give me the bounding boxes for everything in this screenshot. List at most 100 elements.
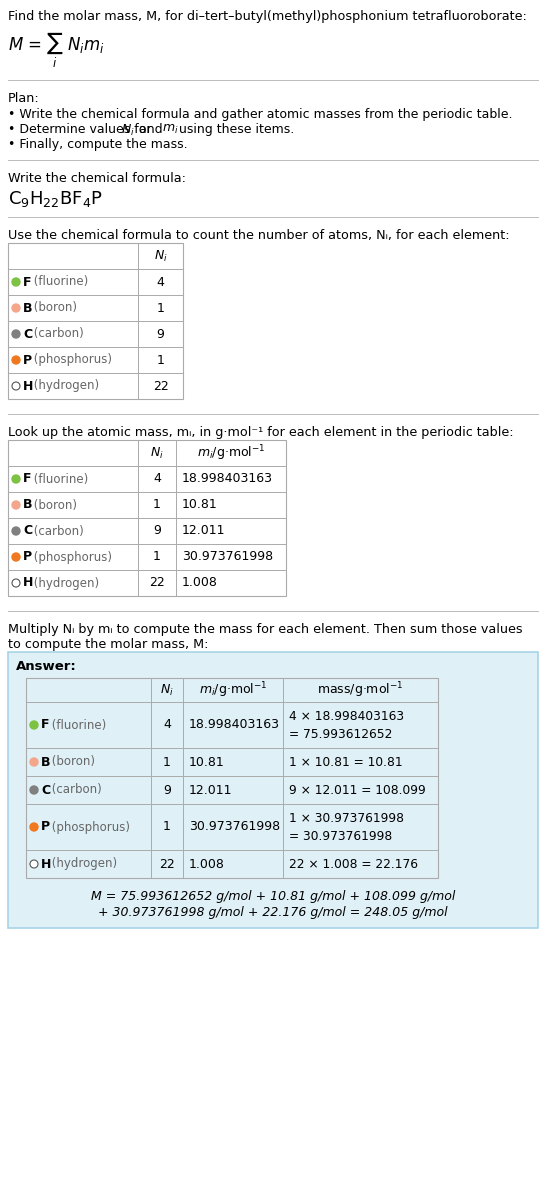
Bar: [8, 652, 538, 928]
Text: P: P: [41, 820, 50, 833]
Circle shape: [30, 758, 38, 766]
Text: 9: 9: [153, 525, 161, 538]
Text: Find the molar mass, M, for di–tert–butyl(methyl)phosphonium tetrafluoroborate:: Find the molar mass, M, for di–tert–buty…: [8, 9, 527, 22]
Text: • Write the chemical formula and gather atomic masses from the periodic table.: • Write the chemical formula and gather …: [8, 108, 513, 121]
Text: C: C: [41, 784, 50, 797]
Text: H: H: [41, 857, 51, 870]
Circle shape: [30, 786, 38, 794]
Text: $\it{M}$ = $\sum_i$ $\it{N}_i\it{m}_i$: $\it{M}$ = $\sum_i$ $\it{N}_i\it{m}_i$: [8, 30, 105, 70]
Text: 30.973761998: 30.973761998: [182, 551, 273, 564]
Text: 1 × 10.81 = 10.81: 1 × 10.81 = 10.81: [289, 755, 402, 768]
Text: = 75.993612652: = 75.993612652: [289, 727, 393, 740]
Circle shape: [12, 501, 20, 509]
Text: (fluorine): (fluorine): [48, 719, 106, 732]
Text: 9 × 12.011 = 108.099: 9 × 12.011 = 108.099: [289, 784, 426, 797]
Text: $\it{N}_i$: $\it{N}_i$: [121, 123, 135, 138]
Text: 12.011: 12.011: [189, 784, 233, 797]
Text: F: F: [23, 275, 32, 288]
Text: • Determine values for: • Determine values for: [8, 123, 156, 136]
Circle shape: [12, 579, 20, 587]
Circle shape: [12, 475, 20, 483]
Text: 1: 1: [157, 353, 164, 366]
Text: 18.998403163: 18.998403163: [189, 719, 280, 732]
Text: F: F: [23, 473, 32, 486]
Text: B: B: [23, 301, 33, 314]
Text: $\it{N}_i$: $\it{N}_i$: [160, 682, 174, 697]
Text: 4: 4: [157, 275, 164, 288]
Text: 10.81: 10.81: [182, 499, 218, 512]
Circle shape: [12, 356, 20, 364]
Text: = 30.973761998: = 30.973761998: [289, 830, 392, 843]
Circle shape: [12, 527, 20, 535]
Text: • Finally, compute the mass.: • Finally, compute the mass.: [8, 138, 188, 151]
Text: B: B: [23, 499, 33, 512]
Text: 4 × 18.998403163: 4 × 18.998403163: [289, 710, 404, 723]
Text: 1.008: 1.008: [182, 577, 218, 590]
Text: 30.973761998: 30.973761998: [189, 820, 280, 833]
Circle shape: [12, 330, 20, 338]
Circle shape: [12, 382, 20, 390]
Text: (fluorine): (fluorine): [29, 473, 88, 486]
Text: (phosphorus): (phosphorus): [29, 353, 111, 366]
Text: (carbon): (carbon): [48, 784, 101, 797]
Text: 12.011: 12.011: [182, 525, 225, 538]
Text: 1: 1: [153, 499, 161, 512]
Circle shape: [12, 304, 20, 312]
Bar: [8, 243, 183, 400]
Text: 4: 4: [153, 473, 161, 486]
Text: Answer:: Answer:: [16, 660, 77, 673]
Text: 4: 4: [163, 719, 171, 732]
Text: 18.998403163: 18.998403163: [182, 473, 273, 486]
Circle shape: [30, 721, 38, 729]
Text: B: B: [41, 755, 50, 768]
Text: H: H: [23, 379, 33, 392]
Text: using these items.: using these items.: [175, 123, 294, 136]
Text: mass/g·mol$^{-1}$: mass/g·mol$^{-1}$: [317, 680, 403, 700]
Text: (hydrogen): (hydrogen): [48, 857, 117, 870]
Text: 22: 22: [149, 577, 165, 590]
Text: $\it{m}_i$/g·mol$^{-1}$: $\it{m}_i$/g·mol$^{-1}$: [197, 443, 265, 463]
Text: Use the chemical formula to count the number of atoms, Nᵢ, for each element:: Use the chemical formula to count the nu…: [8, 229, 509, 242]
Text: 1: 1: [153, 551, 161, 564]
Text: C: C: [23, 525, 32, 538]
Text: 1.008: 1.008: [189, 857, 225, 870]
Text: (hydrogen): (hydrogen): [29, 379, 99, 392]
Text: $\it{N}_i$: $\it{N}_i$: [150, 446, 164, 461]
Text: and: and: [135, 123, 167, 136]
Text: F: F: [41, 719, 50, 732]
Text: 10.81: 10.81: [189, 755, 225, 768]
Text: P: P: [23, 353, 32, 366]
Text: M = 75.993612652 g/mol + 10.81 g/mol + 108.099 g/mol: M = 75.993612652 g/mol + 10.81 g/mol + 1…: [91, 890, 455, 903]
Text: H: H: [23, 577, 33, 590]
Text: (phosphorus): (phosphorus): [48, 820, 129, 833]
Circle shape: [12, 553, 20, 561]
Text: (carbon): (carbon): [29, 525, 83, 538]
Text: Multiply Nᵢ by mᵢ to compute the mass for each element. Then sum those values: Multiply Nᵢ by mᵢ to compute the mass fo…: [8, 623, 523, 636]
Text: 1: 1: [157, 301, 164, 314]
Text: + 30.973761998 g/mol + 22.176 g/mol = 248.05 g/mol: + 30.973761998 g/mol + 22.176 g/mol = 24…: [98, 905, 448, 918]
Text: 1 × 30.973761998: 1 × 30.973761998: [289, 812, 404, 825]
Text: Plan:: Plan:: [8, 92, 40, 105]
Text: 22: 22: [159, 857, 175, 870]
Text: 22 × 1.008 = 22.176: 22 × 1.008 = 22.176: [289, 857, 418, 870]
Text: C: C: [23, 327, 32, 340]
Circle shape: [12, 278, 20, 286]
Text: (boron): (boron): [29, 499, 76, 512]
Text: 1: 1: [163, 820, 171, 833]
Circle shape: [30, 860, 38, 868]
Text: Write the chemical formula:: Write the chemical formula:: [8, 173, 186, 186]
Text: 9: 9: [163, 784, 171, 797]
Text: (carbon): (carbon): [29, 327, 83, 340]
Text: $\mathregular{C_9H_{22}BF_4P}$: $\mathregular{C_9H_{22}BF_4P}$: [8, 189, 103, 209]
Text: (fluorine): (fluorine): [29, 275, 88, 288]
Bar: [8, 440, 286, 596]
Text: $\it{m}_i$: $\it{m}_i$: [162, 123, 179, 136]
Text: 9: 9: [157, 327, 164, 340]
Text: (boron): (boron): [29, 301, 76, 314]
Bar: [26, 678, 438, 878]
Text: P: P: [23, 551, 32, 564]
Text: Look up the atomic mass, mᵢ, in g·mol⁻¹ for each element in the periodic table:: Look up the atomic mass, mᵢ, in g·mol⁻¹ …: [8, 426, 514, 439]
Circle shape: [30, 823, 38, 831]
Text: 1: 1: [163, 755, 171, 768]
Text: $\it{N}_i$: $\it{N}_i$: [153, 248, 168, 264]
